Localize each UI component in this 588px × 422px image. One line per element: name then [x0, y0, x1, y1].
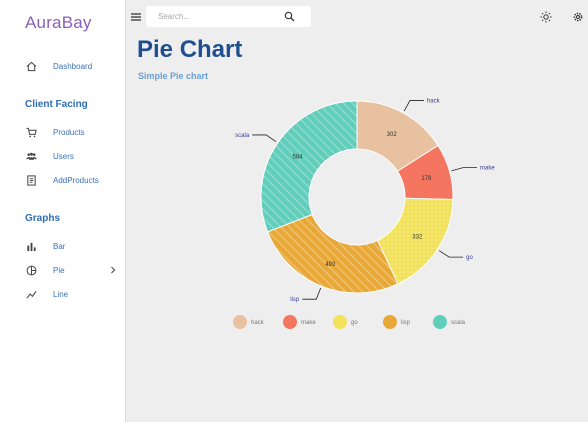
slice-category-label: lisp — [290, 297, 300, 303]
sidebar-item-label: Users — [53, 151, 74, 161]
legend-swatch-go[interactable] — [333, 315, 347, 329]
menu-icon[interactable] — [130, 11, 142, 23]
legend-swatch-make[interactable] — [283, 315, 297, 329]
pie-chart-icon — [25, 264, 37, 276]
sidebar-item-label: AddProducts — [53, 175, 99, 185]
slice-category-label: hack — [427, 99, 441, 105]
slice-category-label: scala — [235, 133, 250, 139]
slice-value-label: 332 — [412, 234, 423, 240]
legend-label-lisp[interactable]: lisp — [401, 320, 411, 326]
receipt-icon — [25, 174, 37, 186]
legend-label-scala[interactable]: scala — [451, 320, 466, 326]
legend-label-make[interactable]: make — [301, 320, 316, 326]
bar-chart-icon — [25, 240, 37, 252]
legend-swatch-hack[interactable] — [233, 315, 247, 329]
sidebar-item-label: Bar — [53, 241, 66, 251]
sidebar-item-addproducts[interactable]: AddProducts — [25, 172, 99, 188]
slice-link-line — [302, 287, 322, 300]
sidebar-item-label: Pie — [53, 265, 65, 275]
legend-label-go[interactable]: go — [351, 320, 358, 326]
sidebar-item-products[interactable]: Products — [25, 124, 85, 140]
chevron-right-icon — [111, 266, 116, 274]
slice-value-label: 178 — [421, 176, 432, 182]
light-mode-icon[interactable] — [540, 11, 552, 23]
brand-logo[interactable]: AuraBay — [25, 13, 92, 32]
section-client-facing: Client Facing — [25, 99, 88, 110]
cart-icon — [25, 126, 37, 138]
pie-slice-scala[interactable] — [260, 100, 358, 233]
sidebar-item-label: Products — [53, 127, 85, 137]
sidebar-item-users[interactable]: Users — [25, 148, 74, 164]
legend-swatch-lisp[interactable] — [383, 315, 397, 329]
legend-label-hack[interactable]: hack — [251, 320, 265, 326]
slice-value-label: 584 — [293, 154, 304, 160]
line-chart-icon — [25, 288, 37, 300]
gear-icon[interactable] — [572, 11, 584, 23]
page-subtitle: Simple Pie chart — [138, 71, 209, 81]
sidebar-item-dashboard[interactable]: Dashboard — [25, 58, 92, 74]
sidebar-item-line[interactable]: Line — [25, 286, 68, 302]
slice-value-label: 493 — [325, 262, 336, 268]
slice-link-line — [451, 167, 478, 172]
slice-link-line — [438, 250, 464, 258]
users-icon — [25, 150, 37, 162]
sidebar-item-pie[interactable]: Pie — [25, 262, 65, 278]
search-input[interactable] — [146, 6, 311, 27]
slice-category-label: make — [480, 166, 495, 172]
pie-slice-lisp[interactable] — [266, 213, 399, 294]
sidebar-item-bar[interactable]: Bar — [25, 238, 65, 254]
legend-swatch-scala[interactable] — [433, 315, 447, 329]
sidebar: AuraBay Dashboard Client Facing Products… — [0, 0, 126, 422]
slice-link-line — [403, 100, 424, 112]
section-graphs: Graphs — [25, 213, 61, 224]
sidebar-item-label: Line — [53, 289, 69, 299]
pie-chart: 302 178 332 493 584 hack make go lisp scala hack… — [233, 99, 495, 329]
slice-category-label: go — [466, 255, 473, 261]
sidebar-item-label: Dashboard — [53, 61, 93, 71]
home-icon — [25, 60, 37, 72]
page-title: Pie Chart — [137, 36, 243, 63]
slice-value-label: 302 — [387, 132, 398, 138]
slice-link-line — [252, 134, 277, 143]
search-icon[interactable] — [284, 11, 295, 22]
